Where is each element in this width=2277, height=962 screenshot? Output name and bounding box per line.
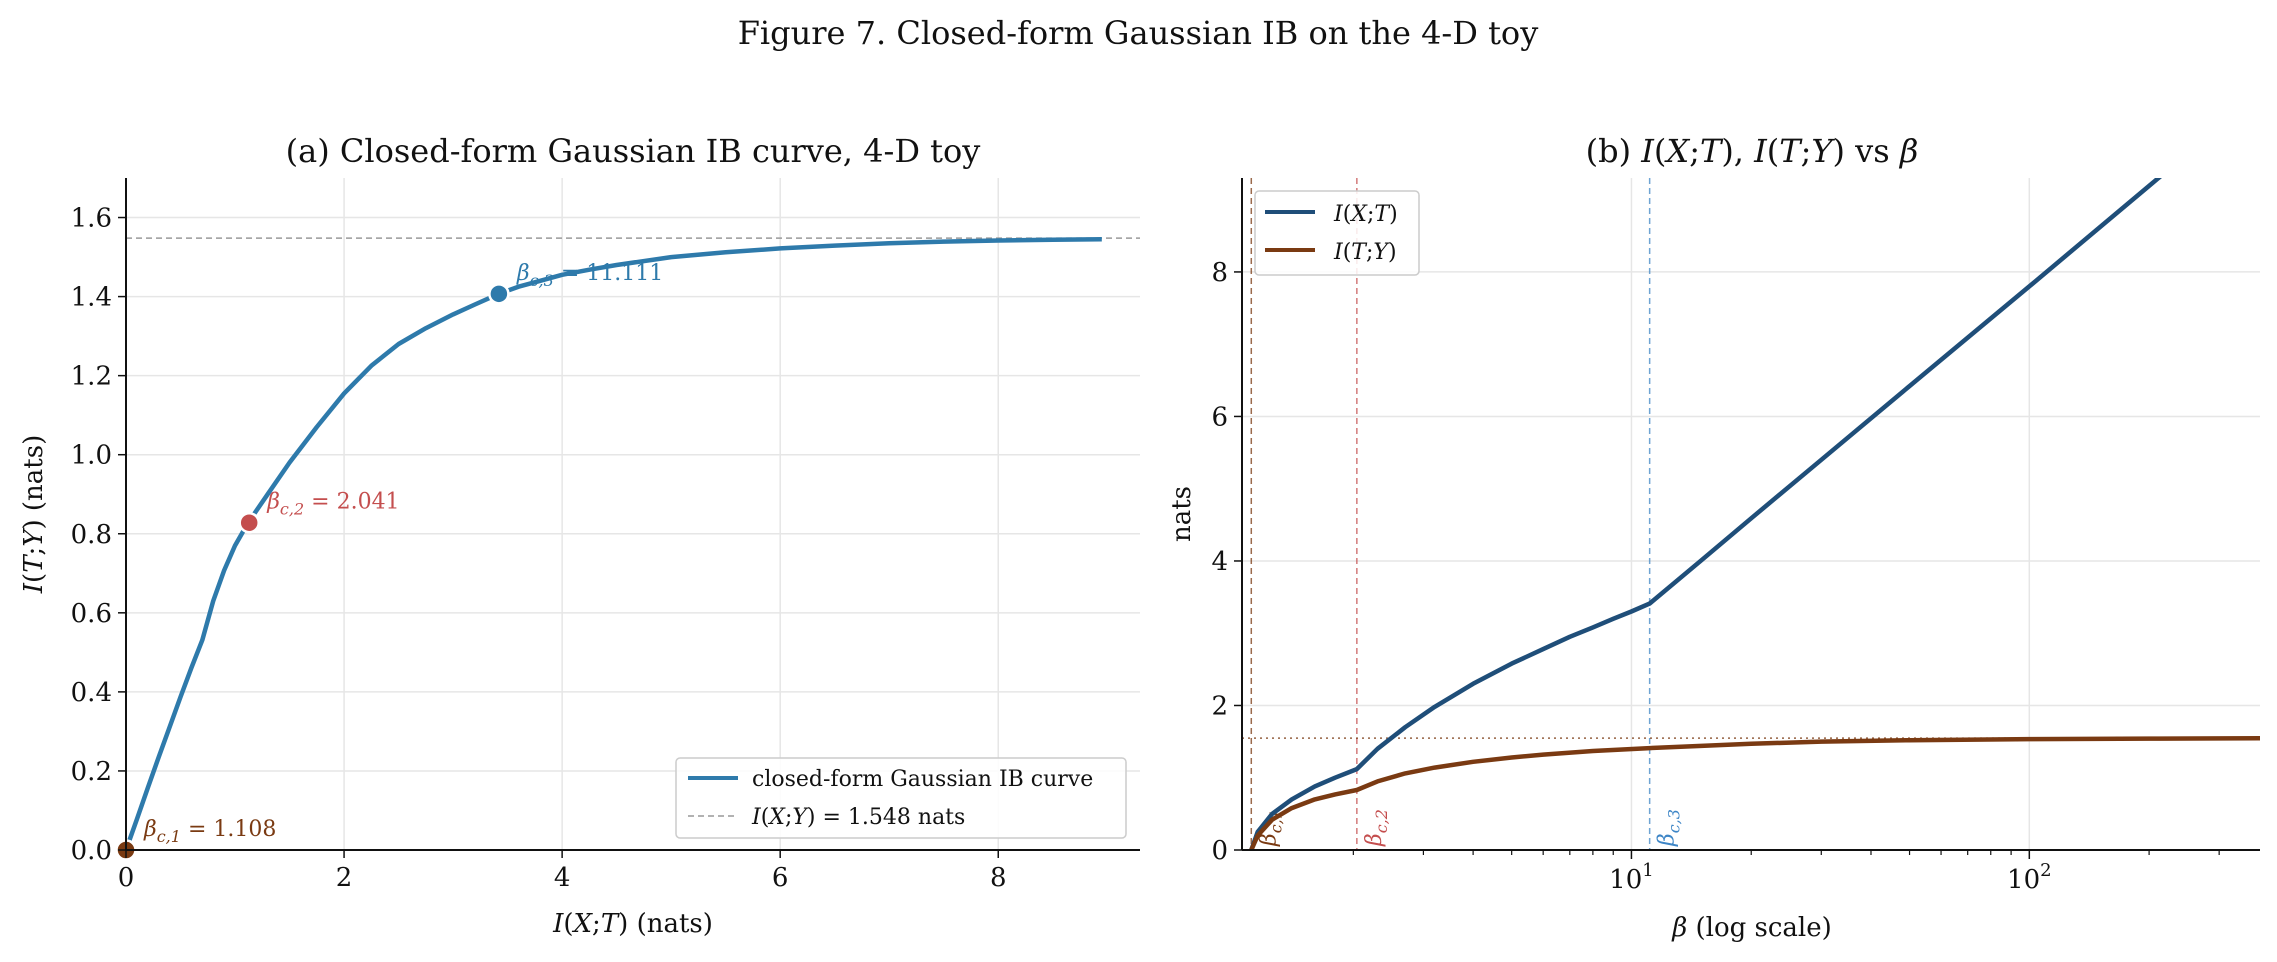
x-tick-label: 102 xyxy=(2007,860,2052,895)
critical-beta-label-2: βc,2 xyxy=(1362,809,1391,847)
panel-a-axes xyxy=(125,178,1140,851)
critical-point-2 xyxy=(238,511,260,534)
panel-b-series xyxy=(1249,178,2260,850)
x-tick-label: 4 xyxy=(554,863,571,893)
panel-b-legend: I(X;T) I(T;Y) xyxy=(1254,190,1420,276)
panel-b-grid xyxy=(1242,178,2260,851)
panel-a-legend-frame xyxy=(675,757,1127,839)
panel-b-x-ticks: 101 102 xyxy=(1352,850,2220,895)
y-tick-label: 0.0 xyxy=(71,836,112,866)
panel-b-x-label: β (log scale) xyxy=(1671,913,1832,943)
y-tick-label: 0 xyxy=(1211,836,1228,866)
panel-b: (b) I(X;T), I(T;Y) vs β βc,1βc,2βc,3 101… xyxy=(1167,132,2260,943)
y-tick-label: 1.6 xyxy=(71,204,112,234)
x-tick-label: 0 xyxy=(118,863,135,893)
legend-label-curve: closed-form Gaussian IB curve xyxy=(752,767,1093,792)
critical-point-label-2: βc,2 = 2.041 xyxy=(266,490,399,519)
series-line-ib-curve xyxy=(123,237,1102,851)
y-tick-label: 8 xyxy=(1211,258,1228,288)
y-tick-label: 4 xyxy=(1211,547,1228,577)
y-tick-label: 1.0 xyxy=(71,441,112,471)
figure-title: Figure 7. Closed-form Gaussian IB on the… xyxy=(738,14,1539,52)
panel-a-legend: closed-form Gaussian IB curve I(X;Y) = 1… xyxy=(675,757,1127,839)
panel-b-axes xyxy=(1241,178,2260,851)
panel-b-title: (b) I(X;T), I(T;Y) vs β xyxy=(1586,132,1919,170)
y-tick-label: 0.2 xyxy=(71,757,112,787)
x-tick-label: 8 xyxy=(990,863,1007,893)
legend-label-reference: I(X;Y) = 1.548 nats xyxy=(751,805,965,830)
y-tick-label: 0.8 xyxy=(71,520,112,550)
y-tick-label: 1.4 xyxy=(71,283,112,313)
y-tick-label: 0.4 xyxy=(71,678,112,708)
panel-a: (a) Closed-form Gaussian IB curve, 4-D t… xyxy=(19,132,1140,939)
critical-point-label-1: βc,1 = 1.108 xyxy=(143,817,276,846)
panel-a-x-label: I(X;T) (nats) xyxy=(552,909,713,939)
panel-a-y-ticks: 0.0 0.2 0.4 0.6 0.8 1.0 1.2 1.4 1.6 xyxy=(71,204,126,866)
panel-a-critical-points: βc,1 = 1.108 βc,2 = 2.041 βc,3 = 11.111 xyxy=(115,261,663,861)
legend-label-ity: I(T;Y) xyxy=(1333,240,1397,265)
panel-a-title: (a) Closed-form Gaussian IB curve, 4-D t… xyxy=(286,132,981,170)
panel-a-x-ticks: 0 2 4 6 8 xyxy=(118,850,1007,893)
y-tick-label: 0.6 xyxy=(71,599,112,629)
critical-point-label-3: βc,3 = 11.111 xyxy=(516,261,663,290)
series-line-ixt xyxy=(1249,178,2162,850)
panel-b-y-ticks: 0 2 4 6 8 xyxy=(1211,258,1242,866)
y-tick-label: 2 xyxy=(1211,691,1228,721)
y-tick-label: 6 xyxy=(1211,402,1228,432)
legend-label-ixt: I(X;T) xyxy=(1333,202,1398,227)
x-tick-label: 2 xyxy=(336,863,353,893)
y-tick-label: 1.2 xyxy=(71,362,112,392)
x-tick-label: 101 xyxy=(1609,860,1654,895)
panel-a-y-label: I(T;Y) (nats) xyxy=(19,435,49,594)
x-tick-label: 6 xyxy=(772,863,789,893)
critical-point-3 xyxy=(488,283,510,305)
panel-b-y-label: nats xyxy=(1167,486,1197,542)
panel-a-series xyxy=(123,237,1102,851)
critical-beta-label-3: βc,3 xyxy=(1655,809,1684,847)
series-line-ity xyxy=(1249,736,2260,850)
